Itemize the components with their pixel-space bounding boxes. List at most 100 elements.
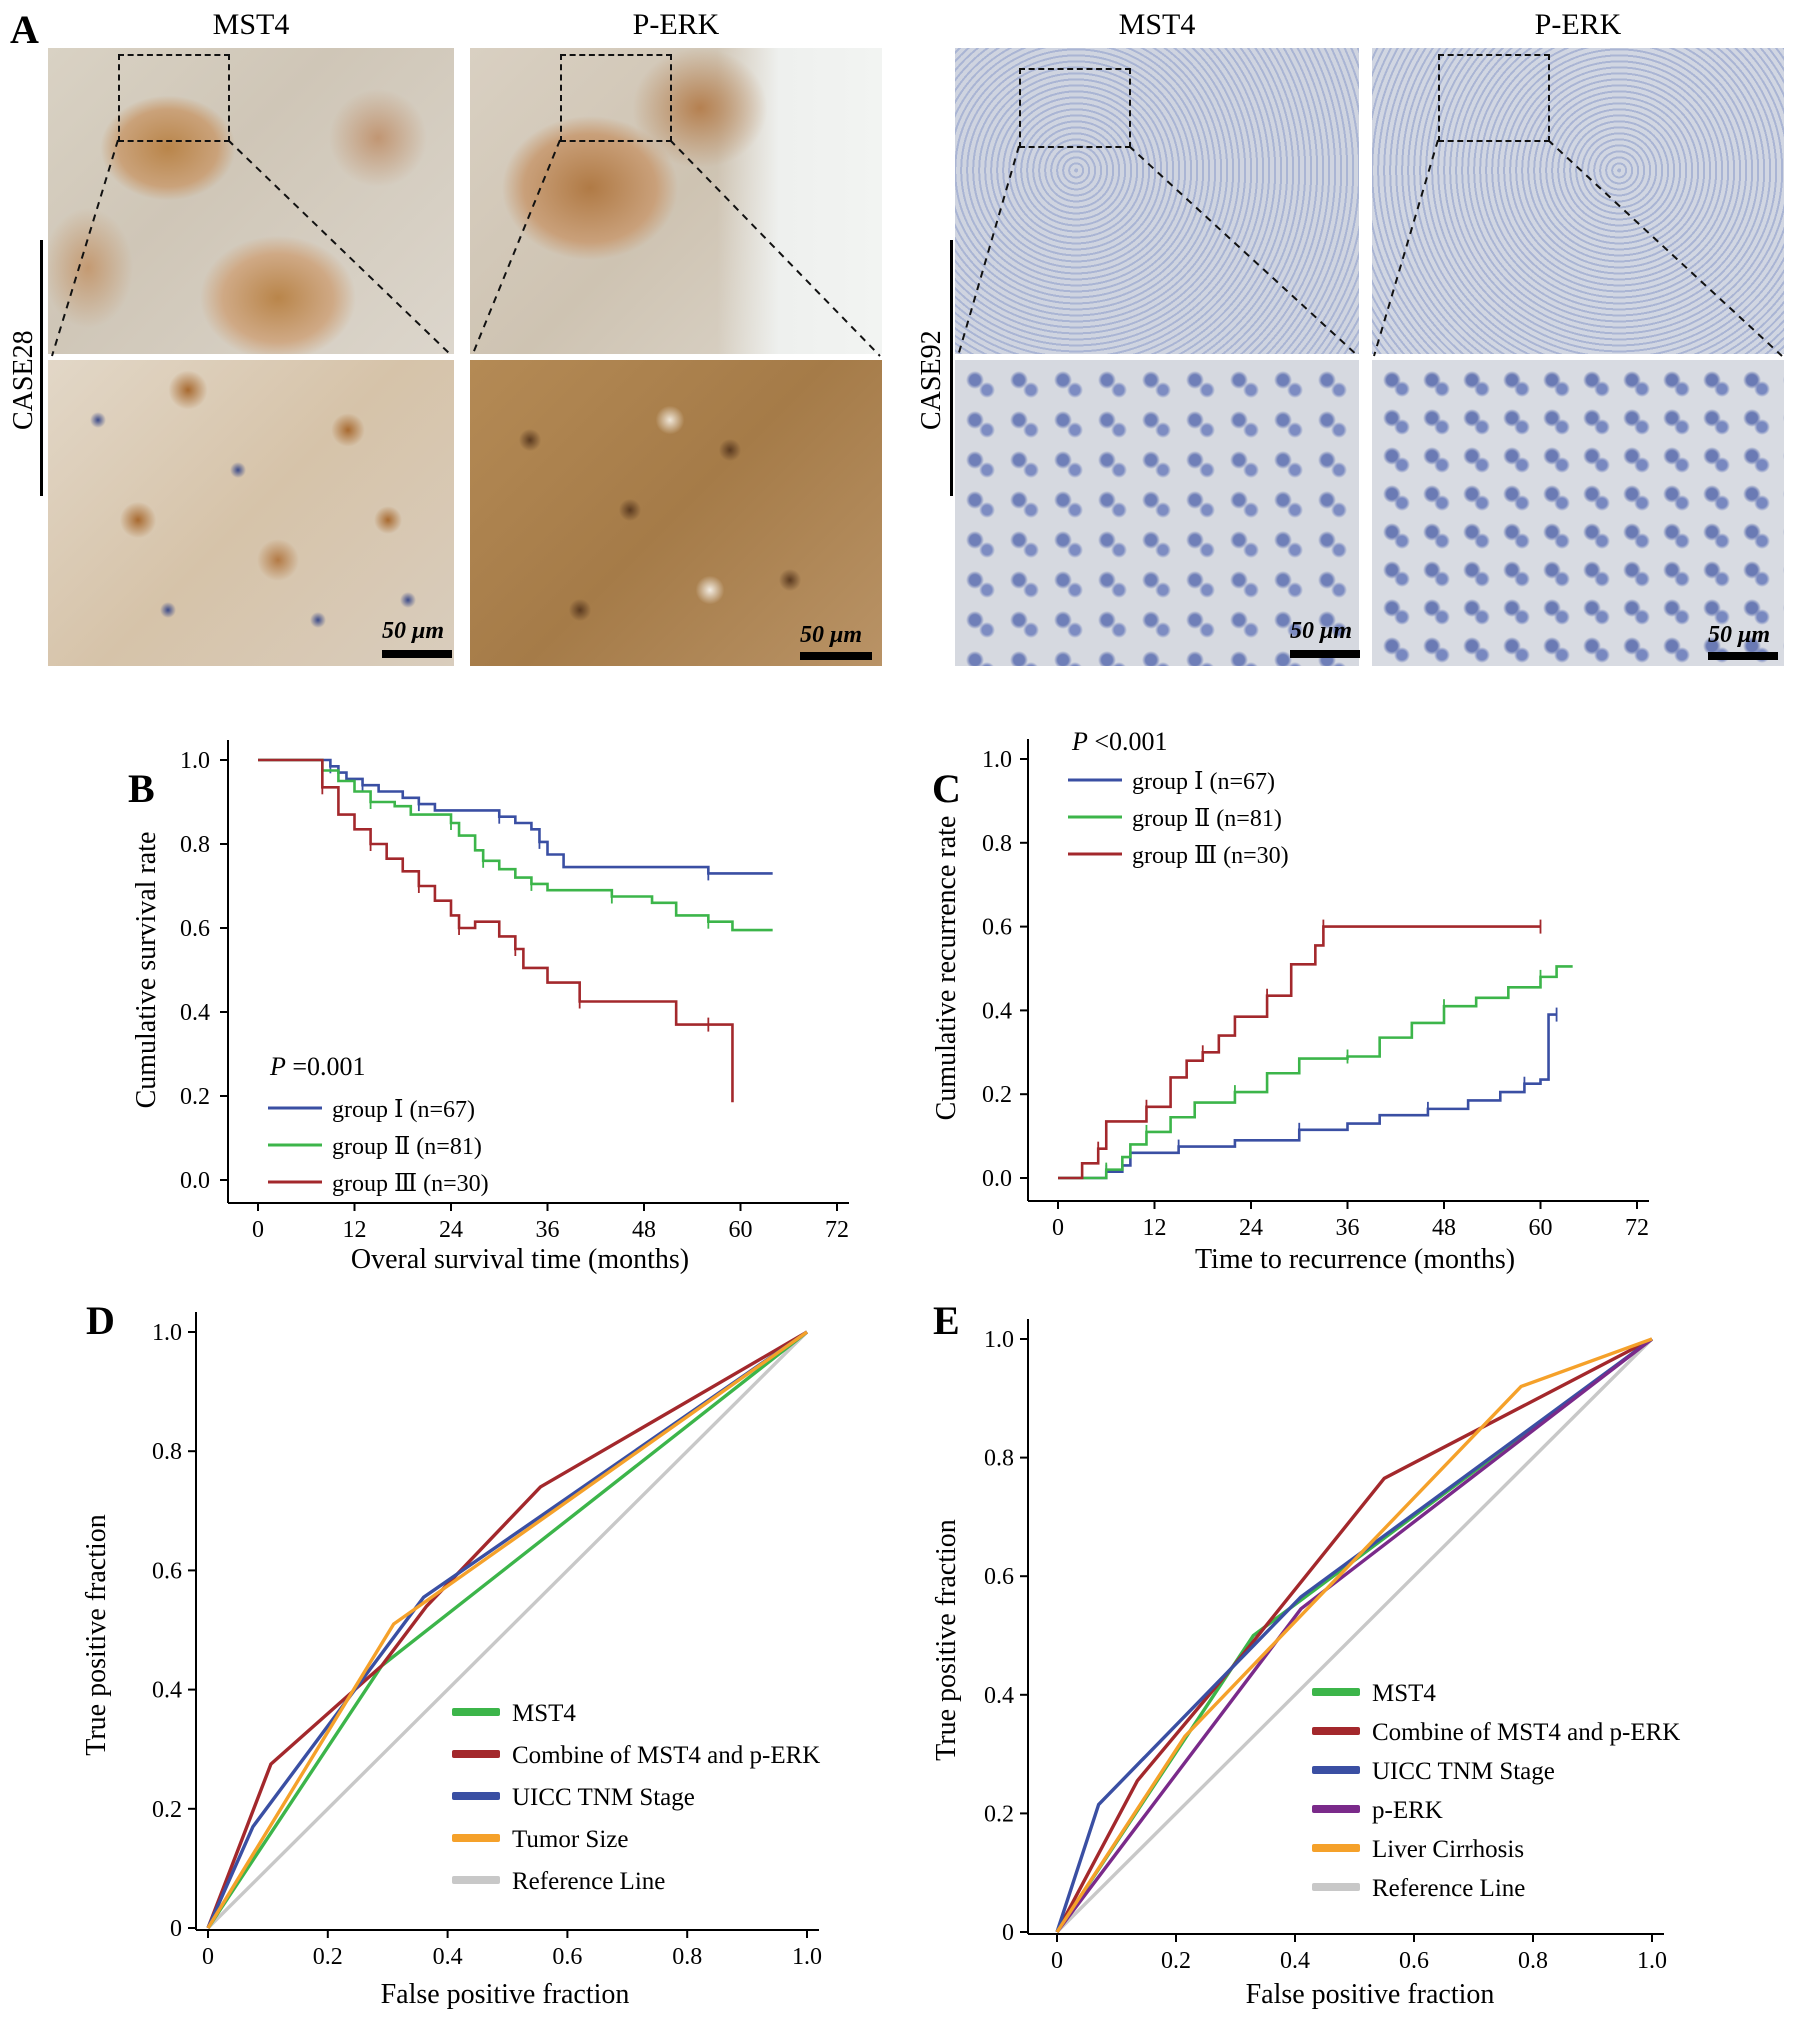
- y-tick-label: 0.0: [982, 1166, 1012, 1192]
- y-tick-label: 0.6: [152, 1558, 182, 1584]
- y-tick-label: 0.8: [152, 1439, 182, 1465]
- y-tick-label: 0.6: [180, 916, 210, 942]
- y-tick-label: 0.4: [982, 998, 1012, 1024]
- series-line: [1055, 1337, 1654, 1934]
- x-axis-label: False positive fraction: [1246, 1979, 1495, 2010]
- legend-label: group Ⅲ (n=30): [332, 1171, 489, 1197]
- series-line: [1058, 965, 1573, 1180]
- y-tick-label: 0.2: [984, 1801, 1014, 1827]
- legend-label: Liver Cirrhosis: [1372, 1836, 1524, 1863]
- micrograph-case92-perk-low: [1372, 48, 1784, 354]
- panel-letter-d: D: [86, 1298, 115, 1343]
- scalebar-label: 50 μm: [800, 622, 863, 648]
- legend-label: p-ERK: [1372, 1797, 1443, 1824]
- micrograph-case28-mst4-low: [48, 48, 454, 354]
- scalebar: [382, 650, 452, 658]
- chart-e: E 0 0.2 0.4 0.6 0.8 1.0 0 0.2 0.4 0.6 0.8 1.0 False p…: [931, 1298, 1680, 2010]
- x-tick-label: 1.0: [792, 1944, 822, 1970]
- legend-label: group Ⅰ (n=67): [332, 1097, 475, 1123]
- y-tick-label: 0: [170, 1916, 182, 1942]
- chart-c: C 0 12 24 36 48 60 72 0.0 0.2 0.4 0.6 0.8 1.0 Time to …: [931, 727, 1649, 1275]
- legend-label: group Ⅱ (n=81): [332, 1134, 482, 1160]
- x-axis-label: Time to recurrence (months): [1195, 1244, 1515, 1275]
- series-line: [258, 758, 773, 932]
- legend-swatch: [1312, 1766, 1360, 1774]
- y-axis-label: Cumulative recurrence rate: [931, 816, 962, 1121]
- series-line: [1055, 1337, 1654, 1934]
- legend-swatch: [452, 1876, 500, 1884]
- series-line: [206, 1330, 808, 1929]
- series-line: [206, 1330, 808, 1929]
- y-tick-label: 1.0: [982, 747, 1012, 773]
- y-tick-label: 0.2: [180, 1084, 210, 1110]
- micrograph-case92-mst4-low: [955, 48, 1359, 354]
- y-tick-label: 0.8: [982, 831, 1012, 857]
- x-tick-label: 0: [202, 1944, 214, 1970]
- x-tick-label: 0.8: [1518, 1948, 1548, 1974]
- x-tick-label: 48: [1432, 1215, 1456, 1241]
- x-tick-label: 0.4: [433, 1944, 463, 1970]
- p-symbol: P: [1071, 727, 1088, 756]
- y-tick-label: 1.0: [180, 748, 210, 774]
- case92-bar: [950, 240, 953, 496]
- x-tick-label: 0: [1052, 1215, 1064, 1241]
- y-tick-label: 0.2: [152, 1797, 182, 1823]
- x-tick-label: 72: [825, 1217, 849, 1243]
- series-line: [258, 758, 773, 875]
- case28-bar: [40, 240, 43, 496]
- panel-letter-e: E: [933, 1298, 960, 1343]
- x-tick-label: 1.0: [1637, 1948, 1667, 1974]
- y-tick-label: 0.4: [984, 1683, 1014, 1709]
- scalebar: [1290, 650, 1360, 658]
- col-label-right-perk: P-ERK: [1534, 8, 1622, 41]
- micrograph-case28-perk-low: [470, 48, 882, 354]
- p-value-annotation: P =0.001: [269, 1052, 366, 1081]
- legend-swatch: [1312, 1883, 1360, 1891]
- p-value: =0.001: [286, 1052, 366, 1081]
- micrograph-case28-mst4-high: [48, 360, 454, 666]
- legend-swatch: [452, 1834, 500, 1842]
- legend-swatch: [1312, 1688, 1360, 1696]
- series-line: [206, 1330, 809, 1930]
- legend-swatch: [1312, 1805, 1360, 1813]
- y-tick-label: 0.4: [152, 1678, 182, 1704]
- legend-label: UICC TNM Stage: [512, 1784, 695, 1811]
- y-tick-label: 0.4: [180, 1000, 210, 1026]
- x-tick-label: 0.6: [552, 1944, 582, 1970]
- panel-letter-c: C: [932, 766, 961, 811]
- legend-swatch: [1312, 1844, 1360, 1852]
- x-tick-label: 0: [1051, 1948, 1063, 1974]
- scalebar: [1708, 652, 1778, 660]
- y-axis-label: Cumulative survival rate: [131, 832, 162, 1109]
- legend-label: Reference Line: [512, 1868, 665, 1895]
- col-label-left-mst4: MST4: [212, 8, 290, 41]
- y-tick-label: 0.8: [984, 1446, 1014, 1472]
- legend-swatch: [1312, 1727, 1360, 1735]
- scalebar-label: 50 μm: [1290, 618, 1353, 644]
- p-value-annotation: P <0.001: [1071, 727, 1168, 756]
- micrograph-case92-perk-high: [1372, 360, 1784, 666]
- x-tick-label: 12: [1143, 1215, 1167, 1241]
- legend-swatch: [452, 1792, 500, 1800]
- series-line: [1055, 1337, 1654, 1933]
- p-value: <0.001: [1088, 727, 1168, 756]
- legend-label: Combine of MST4 and p-ERK: [512, 1742, 820, 1769]
- y-tick-label: 0.6: [982, 915, 1012, 941]
- x-axis-label: False positive fraction: [381, 1979, 630, 2010]
- micrograph-case28-perk-high: [470, 360, 882, 666]
- legend-label: group Ⅰ (n=67): [1132, 769, 1275, 795]
- chart-b: B 0 12 24 36 48 60 72 0.0 0.2 0.4 0.6 0.8 1.0 Overal s…: [128, 740, 849, 1275]
- y-tick-label: 1.0: [984, 1327, 1014, 1353]
- zoom-box: [1438, 54, 1550, 142]
- zoom-lines: [51, 139, 1783, 357]
- zoom-box: [560, 54, 672, 142]
- p-symbol: P: [269, 1052, 286, 1081]
- zoom-box: [118, 54, 230, 142]
- series-line: [258, 758, 734, 1103]
- col-label-left-perk: P-ERK: [632, 8, 720, 41]
- x-tick-label: 24: [1239, 1215, 1263, 1241]
- x-tick-label: 0: [252, 1217, 264, 1243]
- scalebar-label: 50 μm: [382, 618, 445, 644]
- chart-d: D 0 0.2 0.4 0.6 0.8 1.0 0 0.2 0.4 0.6 0.8 1.0 False p…: [81, 1298, 822, 2010]
- y-axis-label: True positive fraction: [931, 1519, 962, 1761]
